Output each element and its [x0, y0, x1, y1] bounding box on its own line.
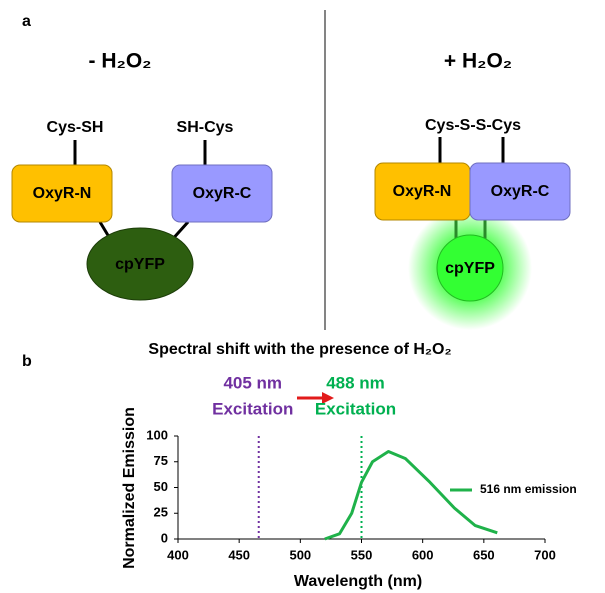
x-axis-label: Wavelength (nm) — [294, 573, 422, 590]
x-tick-label: 600 — [412, 547, 434, 562]
y-tick-label: 0 — [161, 530, 168, 545]
fluorophore-label: cpYFP — [115, 256, 165, 273]
x-tick-label: 400 — [167, 547, 189, 562]
y-tick-label: 25 — [154, 505, 168, 520]
y-tick-label: 100 — [146, 427, 168, 442]
excitation-label: Excitation — [315, 399, 396, 418]
chart-title: Spectral shift with the presence of H₂O₂ — [148, 341, 451, 358]
domain-label: OxyR-N — [33, 185, 92, 202]
figure: a - H₂O₂ Cys-SH SH-Cys OxyR-N OxyR-C cpY… — [0, 0, 605, 593]
legend-label: 516 nm emission — [480, 482, 577, 496]
domain-label: OxyR-C — [193, 185, 252, 202]
panel-label: a — [22, 13, 31, 30]
condition-title: + H₂O₂ — [444, 50, 512, 73]
excitation-label: 488 nm — [326, 373, 385, 392]
y-tick-label: 75 — [154, 453, 168, 468]
condition-title: - H₂O₂ — [89, 50, 152, 73]
x-tick-label: 650 — [473, 547, 495, 562]
excitation-label: Excitation — [212, 399, 293, 418]
x-tick-label: 450 — [228, 547, 250, 562]
excitation-label: 405 nm — [223, 373, 282, 392]
emission-line — [325, 451, 497, 539]
y-tick-label: 50 — [154, 479, 168, 494]
x-tick-label: 500 — [289, 547, 311, 562]
thiol-label: SH-Cys — [177, 119, 234, 136]
fluorophore-label: cpYFP — [445, 260, 495, 277]
x-tick-label: 700 — [534, 547, 556, 562]
thiol-label: Cys-SH — [47, 119, 104, 136]
x-tick-label: 550 — [351, 547, 373, 562]
domain-label: OxyR-N — [393, 183, 452, 200]
domain-label: OxyR-C — [491, 183, 550, 200]
panel-label: b — [22, 353, 32, 370]
y-axis-label: Normalized Emission — [121, 407, 138, 569]
thiol-label: Cys-S-S-Cys — [425, 117, 521, 134]
